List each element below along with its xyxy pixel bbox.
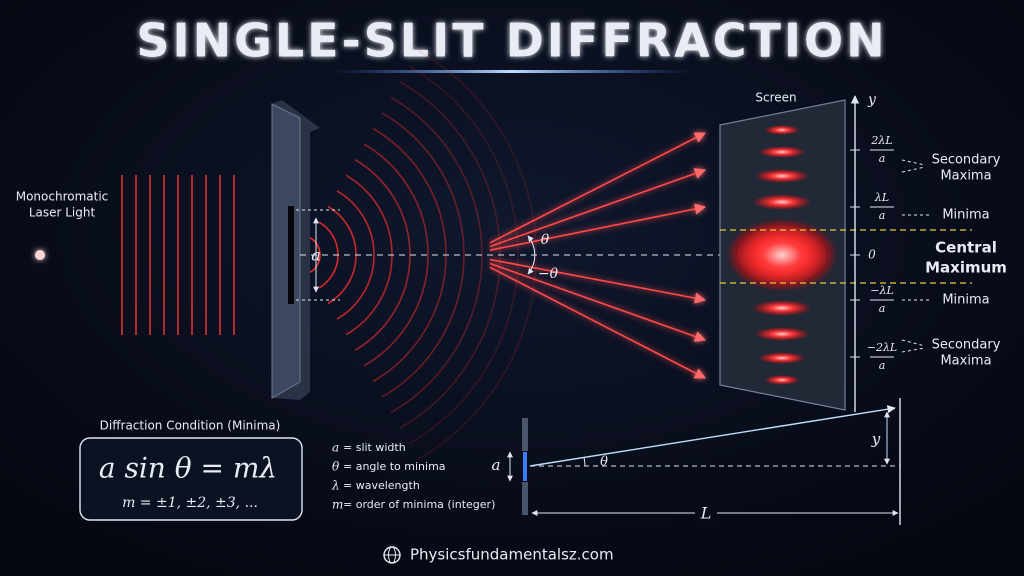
condition-orders: m = ±1, ±2, ±3, ... bbox=[122, 495, 258, 511]
geometry-slit-top bbox=[522, 418, 528, 451]
slit-plate bbox=[271, 103, 301, 399]
fringe bbox=[764, 125, 800, 135]
geometry-distance-label: L bbox=[700, 504, 712, 523]
ray bbox=[489, 132, 706, 244]
fringe bbox=[754, 327, 810, 341]
circular-wavefront bbox=[390, 96, 483, 414]
annotation-connector bbox=[901, 159, 926, 166]
slit-opening bbox=[288, 206, 294, 304]
annotation-label: Maxima bbox=[940, 354, 991, 369]
annotation-connector bbox=[901, 166, 926, 173]
screen-axis-label: y bbox=[867, 92, 877, 108]
geometry-slit-label: a bbox=[492, 456, 501, 474]
geometry-angle-label: θ bbox=[600, 455, 608, 470]
title-underline bbox=[330, 70, 694, 73]
ray bbox=[489, 168, 707, 248]
angle-lower: −θ bbox=[538, 266, 559, 282]
circular-wavefront bbox=[381, 112, 465, 398]
ray bbox=[489, 266, 706, 379]
legend-text: = wavelength bbox=[343, 479, 420, 492]
legend-text: = angle to minima bbox=[343, 460, 446, 473]
central-maximum-label: Central bbox=[935, 239, 997, 257]
angle-arc bbox=[527, 235, 536, 275]
title: SINGLE-SLIT DIFFRACTION bbox=[136, 14, 887, 68]
geometry-l-bg bbox=[695, 505, 717, 523]
tick-numerator: −λL bbox=[870, 284, 894, 297]
condition-heading: Diffraction Condition (Minima) bbox=[100, 419, 281, 433]
fringe bbox=[752, 194, 812, 210]
legend-symbol: λ bbox=[331, 479, 340, 493]
geometry-angle-arc bbox=[583, 456, 586, 467]
source-label: Laser Light bbox=[29, 206, 96, 220]
tick-denominator: a bbox=[879, 302, 886, 315]
tick-denominator: a bbox=[879, 359, 886, 372]
fringe bbox=[758, 352, 806, 364]
legend-symbol: a bbox=[332, 441, 339, 455]
annotation-connector bbox=[901, 339, 926, 347]
tick-denominator: a bbox=[879, 152, 886, 165]
annotation-label: Maxima bbox=[940, 169, 991, 184]
circular-wavefront bbox=[354, 159, 411, 351]
central-maximum-label: Maximum bbox=[925, 259, 1007, 277]
legend-symbol: m bbox=[332, 498, 343, 512]
tick-numerator: λL bbox=[874, 191, 889, 204]
fringe bbox=[758, 146, 806, 158]
source-label: Monochromatic bbox=[16, 190, 109, 204]
ray bbox=[489, 262, 707, 342]
legend-symbol: θ bbox=[332, 460, 340, 474]
tick-numerator: −2λL bbox=[867, 341, 898, 354]
ray bbox=[489, 203, 707, 251]
annotation-connector bbox=[901, 347, 926, 353]
annotation-label: Minima bbox=[942, 208, 989, 223]
annotation-label: Secondary bbox=[932, 153, 1001, 168]
tick-denominator: a bbox=[879, 209, 886, 222]
tick-numerator: 2λL bbox=[870, 134, 892, 147]
angle-upper: θ bbox=[541, 232, 550, 248]
legend-text: = order of minima (integer) bbox=[343, 498, 495, 511]
legend-text: = slit width bbox=[343, 441, 406, 454]
condition-formula: a sin θ = mλ bbox=[99, 452, 277, 485]
geometry-offset-label: y bbox=[871, 430, 881, 448]
annotation-label: Minima bbox=[942, 293, 989, 308]
circular-wavefront bbox=[363, 143, 429, 367]
screen-label: Screen bbox=[755, 91, 796, 105]
annotation-label: Secondary bbox=[932, 338, 1001, 353]
fringe bbox=[754, 169, 810, 183]
geometry-slit-bottom bbox=[522, 482, 528, 515]
fringe bbox=[764, 375, 800, 385]
central-fringe bbox=[727, 219, 837, 291]
condition-box bbox=[79, 437, 303, 521]
fringe bbox=[752, 300, 812, 316]
tick-label: 0 bbox=[868, 248, 876, 262]
footer-site: Physicsfundamentalsz.com bbox=[410, 546, 614, 564]
circular-wavefront bbox=[336, 190, 375, 320]
laser-source bbox=[35, 250, 45, 260]
ray bbox=[489, 258, 707, 304]
geometry-ray bbox=[529, 405, 896, 467]
geometry-slit-gap bbox=[523, 452, 527, 481]
